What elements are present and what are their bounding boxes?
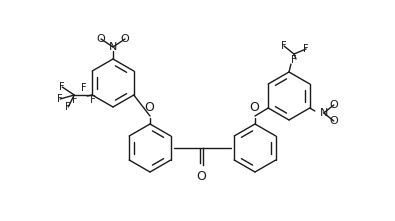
Text: O: O <box>97 34 105 44</box>
Text: F: F <box>57 94 63 104</box>
Text: F    F: F F <box>72 95 96 105</box>
Text: F: F <box>59 82 65 92</box>
Text: F: F <box>281 41 287 51</box>
Text: O: O <box>197 170 207 183</box>
Text: F: F <box>303 44 309 54</box>
Text: O: O <box>249 101 259 114</box>
Text: O: O <box>144 101 154 114</box>
Text: O: O <box>329 100 338 110</box>
Text: N: N <box>320 108 328 118</box>
Text: O: O <box>329 116 338 126</box>
Text: O: O <box>120 34 130 44</box>
Text: F: F <box>291 55 297 65</box>
Text: F: F <box>66 102 71 112</box>
Text: F: F <box>81 83 86 93</box>
Text: N: N <box>109 42 117 52</box>
